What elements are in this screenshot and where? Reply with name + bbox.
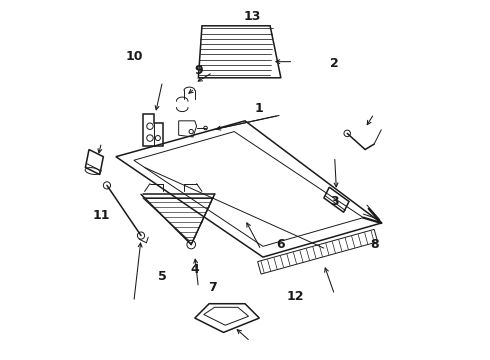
Text: 8: 8: [370, 238, 378, 251]
Text: 13: 13: [244, 10, 261, 23]
Text: 9: 9: [194, 64, 203, 77]
Text: 10: 10: [125, 50, 143, 63]
Text: 2: 2: [330, 57, 339, 70]
Text: 1: 1: [255, 102, 264, 115]
Text: 11: 11: [93, 210, 110, 222]
Text: 7: 7: [208, 281, 217, 294]
Text: 4: 4: [191, 263, 199, 276]
Text: 3: 3: [330, 195, 339, 208]
Text: 5: 5: [158, 270, 167, 283]
Text: 12: 12: [287, 290, 304, 303]
Text: 6: 6: [276, 238, 285, 251]
